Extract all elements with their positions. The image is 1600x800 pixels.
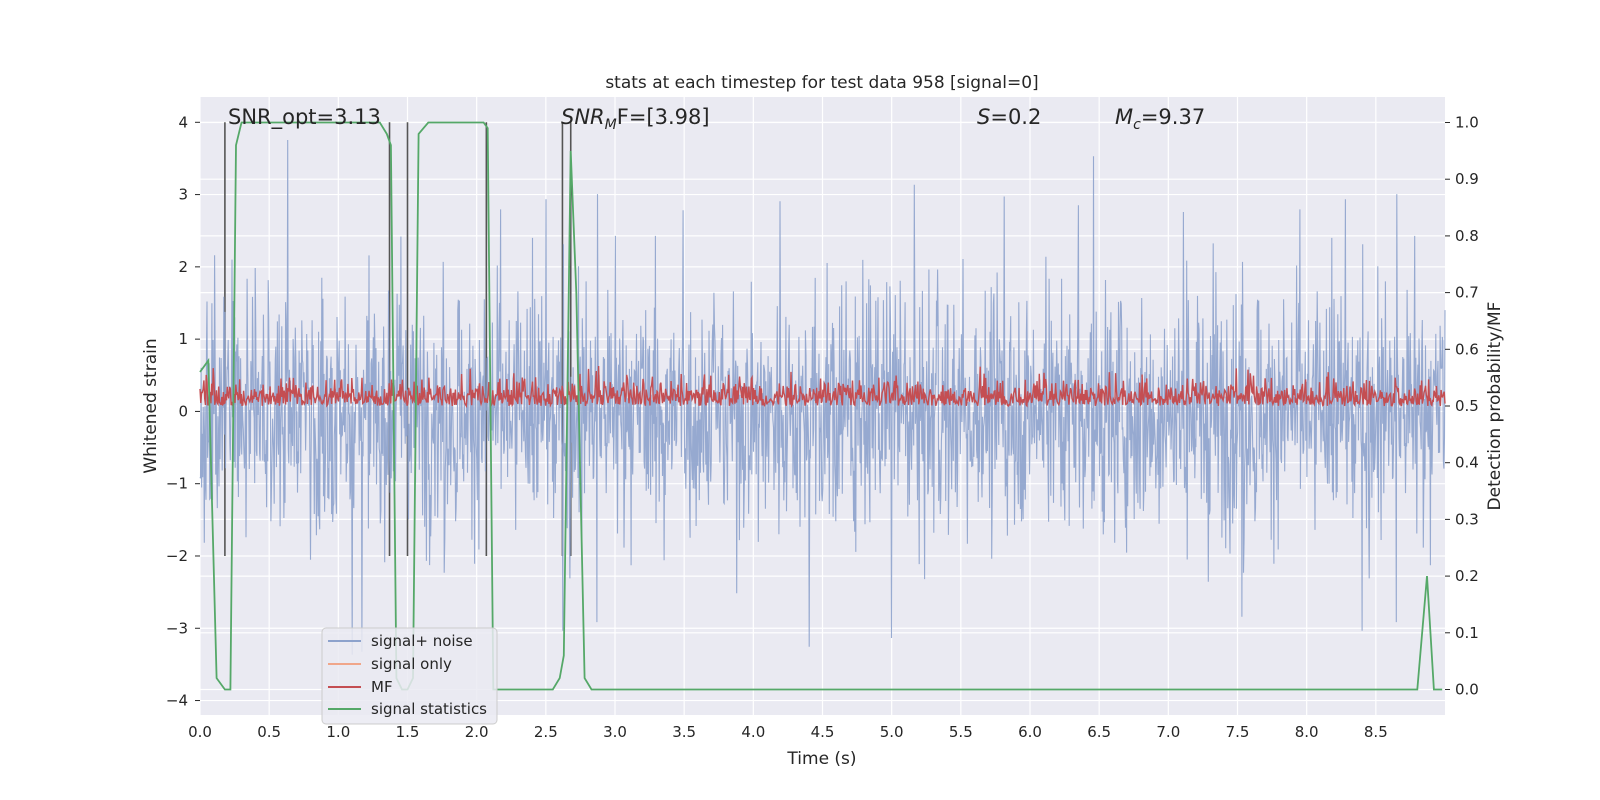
x-tick-label: 2.0 xyxy=(465,723,489,741)
annotation-snr-mf: SNRMF=[3.98] xyxy=(561,105,710,133)
x-tick-label: 7.5 xyxy=(1226,723,1250,741)
mc-symbol: M xyxy=(1115,105,1133,129)
mc-subscript: c xyxy=(1133,117,1141,133)
series-signal-statistics xyxy=(199,121,1443,691)
y-tick-label: 2 xyxy=(178,258,188,276)
y-tick-label: 1 xyxy=(178,330,188,348)
s-value: =0.2 xyxy=(990,105,1041,129)
y2-tick-label: 1.0 xyxy=(1455,114,1479,132)
snr-mf-value: F=[3.98] xyxy=(617,105,710,129)
y-tick-labels: −4 −3 −2 −1 0 1 2 3 4 xyxy=(166,113,200,710)
x-tick-label: 6.5 xyxy=(1087,723,1111,741)
y-tick-label: −1 xyxy=(166,475,188,493)
s-symbol: S xyxy=(977,105,990,129)
x-axis-label: Time (s) xyxy=(786,749,856,769)
x-tick-label: 5.5 xyxy=(949,723,973,741)
x-tick-label: 6.0 xyxy=(1018,723,1042,741)
legend: signal+ noise signal only MF signal stat… xyxy=(321,627,498,725)
y2-tick-label: 0.2 xyxy=(1455,567,1479,585)
x-tick-label: 5.0 xyxy=(880,723,904,741)
x-tick-label: 7.0 xyxy=(1156,723,1180,741)
chart-title: stats at each timestep for test data 958… xyxy=(605,73,1038,93)
y-tick-label: 3 xyxy=(178,186,188,204)
legend-box xyxy=(321,627,498,725)
x-tick-label: 4.5 xyxy=(811,723,835,741)
y2-tick-label: 0.0 xyxy=(1455,680,1479,698)
x-tick-label: 4.0 xyxy=(741,723,765,741)
annotation-s: S=0.2 xyxy=(977,105,1041,129)
y-tick-label: −2 xyxy=(166,547,188,565)
mf-line xyxy=(199,365,1446,409)
mc-value: =9.37 xyxy=(1141,105,1205,129)
x-tick-label: 2.5 xyxy=(534,723,558,741)
x-tick-label: 3.5 xyxy=(672,723,696,741)
y2-tick-label: 0.4 xyxy=(1455,454,1479,472)
y-tick-label: 0 xyxy=(178,402,188,420)
legend-label-signal-statistics: signal statistics xyxy=(371,700,487,718)
x-tick-label: 1.5 xyxy=(396,723,420,741)
x-tick-label: 1.0 xyxy=(326,723,350,741)
y2-axis-label: Detection probability/MF xyxy=(1485,302,1505,511)
y-tick-label: −3 xyxy=(166,619,188,637)
y2-tick-label: 0.9 xyxy=(1455,170,1479,188)
y-tick-label: 4 xyxy=(178,113,188,131)
y2-tick-label: 0.8 xyxy=(1455,227,1479,245)
y2-tick-label: 0.3 xyxy=(1455,510,1479,528)
y2-tick-label: 0.7 xyxy=(1455,284,1479,302)
x-tick-label: 0.5 xyxy=(257,723,281,741)
series-mf xyxy=(199,365,1446,409)
x-tick-label: 8.0 xyxy=(1295,723,1319,741)
legend-label-mf: MF xyxy=(371,678,393,696)
annotation-mc: Mc=9.37 xyxy=(1115,105,1205,133)
legend-label-signal-only: signal only xyxy=(371,655,452,673)
snr-mf-symbol: SNR xyxy=(561,105,605,129)
y-tick-label: −4 xyxy=(166,692,188,710)
y2-tick-label: 0.6 xyxy=(1455,340,1479,358)
y2-tick-label: 0.5 xyxy=(1455,397,1479,415)
x-tick-labels: 0.0 0.5 1.0 1.5 2.0 2.5 3.0 3.5 4.0 4.5 5.0 5.5 6.0 6… xyxy=(188,723,1388,741)
y2-tick-labels: 0.0 0.1 0.2 0.3 0.4 0.5 0.6 0.7 0.8 0.9 1.0 xyxy=(1445,114,1479,698)
x-tick-label: 3.0 xyxy=(603,723,627,741)
signal-statistics-line xyxy=(199,121,1443,691)
x-tick-label: 0.0 xyxy=(188,723,212,741)
y-axis-label: Whitened strain xyxy=(141,338,161,473)
annotation-snr-opt: SNR_opt=3.13 xyxy=(228,105,381,130)
legend-label-signal-noise: signal+ noise xyxy=(371,632,473,650)
y2-tick-label: 0.1 xyxy=(1455,624,1479,642)
snr-mf-subscript: M xyxy=(605,117,617,133)
x-tick-label: 8.5 xyxy=(1364,723,1388,741)
